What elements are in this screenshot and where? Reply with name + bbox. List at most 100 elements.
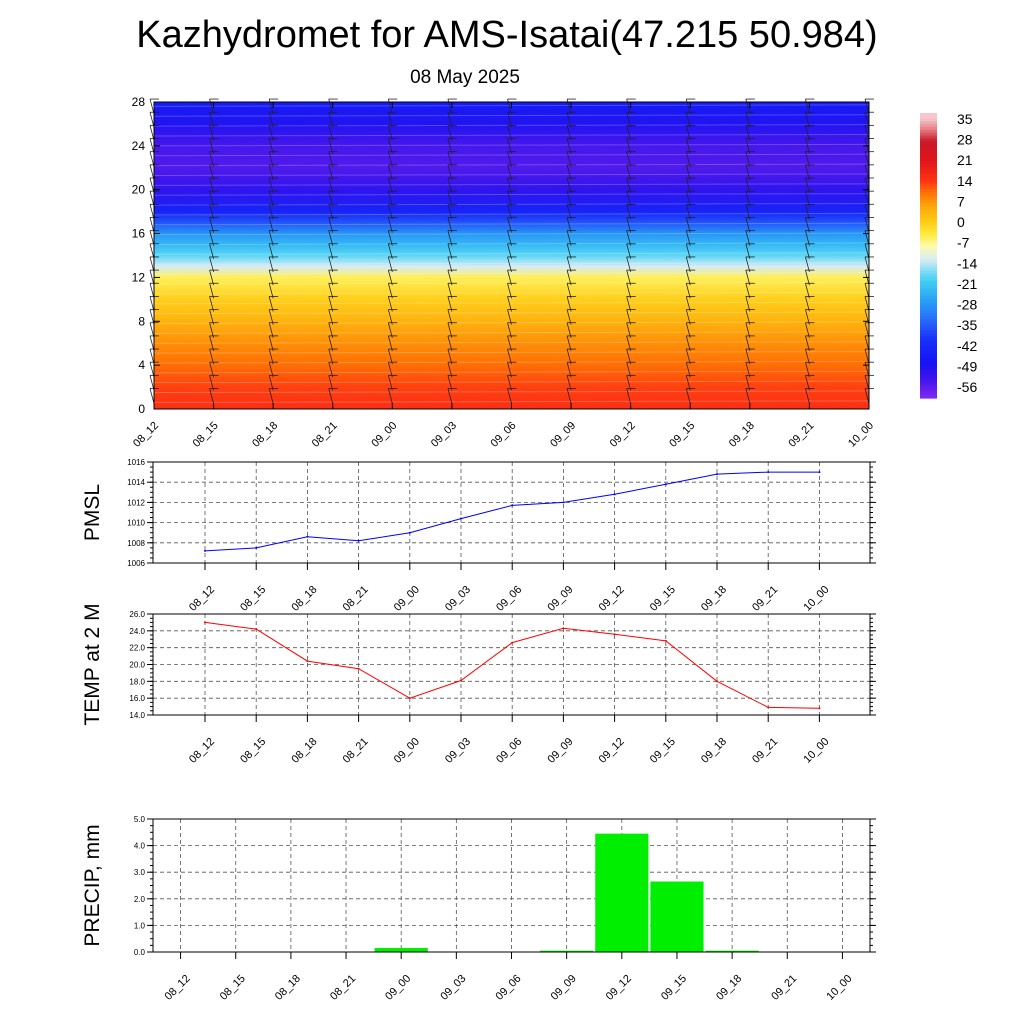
x-tick-label: 08_15: [218, 973, 248, 1003]
data-point: [613, 493, 616, 496]
wind-barb: [626, 204, 632, 220]
x-tick-label: 09_03: [443, 584, 473, 614]
colorbar-band: [920, 118, 937, 123]
wind-barb: [268, 362, 274, 378]
wind-barb: [864, 217, 870, 233]
wind-barb: [209, 309, 214, 325]
colorbar-band: [920, 265, 937, 269]
colorbar-band: [920, 268, 937, 272]
wind-barb: [268, 348, 274, 365]
wind-barb: [626, 243, 632, 259]
wind-barb: [745, 348, 751, 365]
colorbar-band: [920, 217, 937, 221]
wind-barb: [328, 388, 334, 404]
wind-barb: [864, 204, 870, 220]
wind-barb: [745, 230, 751, 246]
isoline: [153, 183, 870, 186]
x-tick-label: 09_21: [750, 736, 780, 766]
wind-barb: [566, 388, 572, 404]
wind-barb: [566, 296, 572, 312]
wind-barb: [626, 112, 632, 128]
x-tick-label: 09_21: [786, 420, 816, 450]
wind-barb: [209, 125, 214, 141]
colorbar-band: [920, 282, 937, 286]
wind-barb: [447, 151, 453, 167]
data-point: [255, 546, 258, 549]
plot-frame: [152, 818, 871, 953]
data-point: [613, 633, 616, 636]
wind-barb: [209, 151, 214, 167]
wind-barb: [209, 112, 214, 128]
colorbar-band: [920, 327, 937, 331]
colorbar-label: -7: [957, 235, 970, 251]
wind-barb: [268, 283, 274, 299]
y-tick-label: 18.0: [129, 677, 145, 686]
wind-barb: [149, 375, 155, 391]
wind-barb: [864, 283, 870, 299]
wind-barb: [149, 283, 155, 299]
y-axis-title: TEMP at 2 M: [81, 603, 104, 725]
wind-barb: [447, 270, 453, 286]
x-tick-label: 09_06: [494, 584, 524, 614]
wind-barb: [626, 375, 632, 391]
wind-barb: [507, 322, 512, 338]
wind-barb: [745, 151, 751, 167]
x-tick-label: 09_18: [699, 584, 729, 614]
x-tick-label: 09_15: [659, 973, 689, 1003]
wind-barb: [387, 164, 393, 180]
wind-barb: [209, 322, 214, 338]
x-tick-label: 09_00: [383, 973, 413, 1003]
wind-barb: [387, 309, 393, 325]
wind-barb: [805, 230, 810, 246]
colorbar-band: [920, 115, 937, 120]
x-tick-label: 09_18: [699, 736, 729, 766]
x-tick-label: 08_15: [238, 584, 268, 614]
y-tick-label: 12: [132, 270, 146, 284]
wind-barb: [149, 217, 155, 233]
colorbar-band: [920, 262, 937, 266]
wind-barb: [626, 217, 632, 233]
wind-barb: [447, 256, 453, 273]
colorbar-band: [920, 160, 937, 165]
wind-barb: [149, 204, 155, 220]
colorbar-band: [920, 141, 937, 145]
data-point: [408, 531, 411, 534]
data-point: [306, 660, 309, 663]
isoline: [153, 133, 870, 137]
colorbar-band: [920, 135, 937, 139]
wind-barb: [328, 230, 334, 246]
colorbar-band: [920, 200, 937, 204]
wind-barb: [209, 164, 214, 180]
wind-barb: [447, 112, 453, 128]
x-tick-label: 08_21: [341, 584, 371, 614]
colorbar-band: [920, 369, 937, 374]
y-tick-label: 16.0: [129, 694, 145, 703]
wind-barb: [447, 362, 453, 378]
colorbar-band: [920, 304, 937, 309]
x-tick-label: 09_21: [769, 973, 799, 1003]
x-tick-label: 09_00: [392, 584, 422, 614]
wind-barb: [149, 362, 155, 378]
colorbar-band: [920, 211, 937, 216]
wind-barb: [209, 362, 214, 378]
wind-barb: [328, 125, 334, 141]
isoline: [153, 114, 870, 117]
colorbar-label: 28: [957, 132, 973, 148]
wind-barb: [209, 230, 214, 246]
colorbar-band: [920, 355, 937, 360]
y-tick-label: 1012: [127, 498, 145, 507]
x-tick-label: 09_12: [608, 420, 638, 450]
wind-barb: [805, 256, 810, 273]
wind-barb: [209, 270, 214, 286]
colorbar-label: -35: [957, 317, 977, 333]
wind-barb: [268, 177, 274, 194]
wind-barb: [864, 177, 870, 194]
wind-barb: [209, 348, 214, 365]
wind-barb: [149, 243, 155, 259]
wind-barb: [864, 322, 870, 338]
wind-barb: [328, 322, 334, 338]
x-tick-label: 09_00: [369, 420, 399, 450]
wind-barb: [507, 348, 512, 365]
x-tick-label: 09_18: [727, 420, 757, 450]
wind-barb: [268, 388, 274, 404]
